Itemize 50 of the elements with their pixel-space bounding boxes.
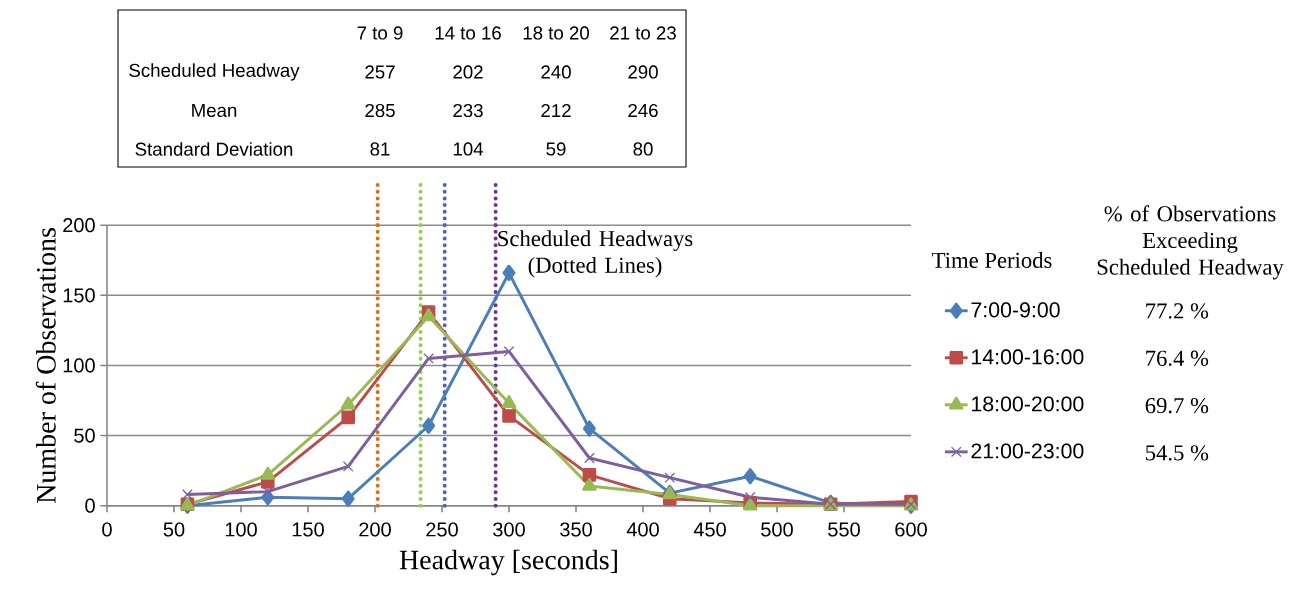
x-tick-label: 150 bbox=[292, 522, 324, 537]
x-tick-label: 500 bbox=[761, 522, 793, 537]
y-tick-label: 0 bbox=[85, 498, 95, 513]
text: 202 bbox=[453, 65, 483, 79]
y-tick-label: 200 bbox=[63, 218, 95, 233]
text: Scheduled Headway bbox=[129, 63, 300, 81]
text: 212 bbox=[541, 103, 571, 118]
text: 21 to 23 bbox=[610, 26, 676, 40]
y-tick-label: 150 bbox=[63, 288, 95, 303]
x-tick-label: 50 bbox=[163, 522, 185, 537]
x-axis-title: Headway [seconds] bbox=[399, 549, 617, 576]
text: 7 to 9 bbox=[357, 26, 403, 40]
text: 18 to 20 bbox=[523, 26, 589, 40]
text: 81 bbox=[370, 142, 390, 156]
text: 76.4 % bbox=[1146, 350, 1209, 366]
text: 240 bbox=[541, 65, 571, 79]
text: Standard Deviation bbox=[135, 142, 293, 156]
x-tick-label: 300 bbox=[493, 522, 525, 537]
x-tick-label: 200 bbox=[359, 522, 391, 537]
text: Mean bbox=[192, 103, 237, 118]
x-tick-label: 100 bbox=[225, 522, 257, 537]
text: % of Observations Exceeding Scheduled Headway bbox=[1097, 205, 1284, 280]
x-tick-label: 450 bbox=[693, 522, 726, 537]
y-tick-label: 100 bbox=[63, 358, 95, 373]
y-tick-label: 50 bbox=[74, 428, 95, 443]
legend-label: 18:00-20:00 bbox=[972, 396, 1084, 412]
text: 69.7 % bbox=[1145, 397, 1209, 414]
text: 59 bbox=[546, 142, 566, 156]
text: 246 bbox=[628, 103, 658, 118]
x-tick-label: 550 bbox=[828, 522, 860, 537]
text: 77.2 % bbox=[1146, 303, 1209, 319]
x-tick-label: 0 bbox=[102, 522, 112, 537]
legend-label: 21:00-23:00 bbox=[971, 443, 1084, 459]
y-axis-title: Number of Observations bbox=[35, 228, 56, 504]
text: 104 bbox=[453, 142, 484, 156]
x-tick-label: 350 bbox=[560, 522, 592, 537]
legend-label: 7:00-9:00 bbox=[971, 302, 1060, 318]
legend-label: 14:00-16:00 bbox=[972, 349, 1084, 365]
x-tick-label: 400 bbox=[626, 522, 659, 537]
legend-title: Time Periods bbox=[932, 252, 1052, 268]
x-tick-label: 600 bbox=[895, 522, 927, 537]
text: 80 bbox=[633, 142, 653, 156]
text: 257 bbox=[365, 65, 395, 79]
text: 290 bbox=[628, 65, 658, 79]
x-tick-label: 250 bbox=[426, 522, 458, 537]
text: 285 bbox=[365, 103, 395, 118]
text: 233 bbox=[453, 103, 483, 118]
text: 54.5 % bbox=[1146, 445, 1209, 461]
annotation: Scheduled Headways (Dotted Lines) bbox=[498, 230, 693, 278]
text: 14 to 16 bbox=[435, 26, 501, 40]
